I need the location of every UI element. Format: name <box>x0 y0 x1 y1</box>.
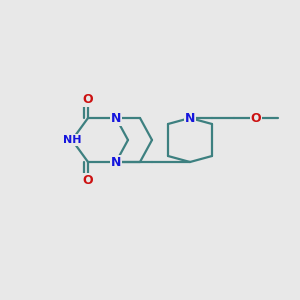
Text: N: N <box>111 155 121 169</box>
Text: N: N <box>185 112 195 124</box>
Text: N: N <box>111 112 121 124</box>
Text: O: O <box>251 112 261 124</box>
Text: O: O <box>83 94 93 106</box>
Text: NH: NH <box>63 135 81 145</box>
Text: O: O <box>83 173 93 187</box>
